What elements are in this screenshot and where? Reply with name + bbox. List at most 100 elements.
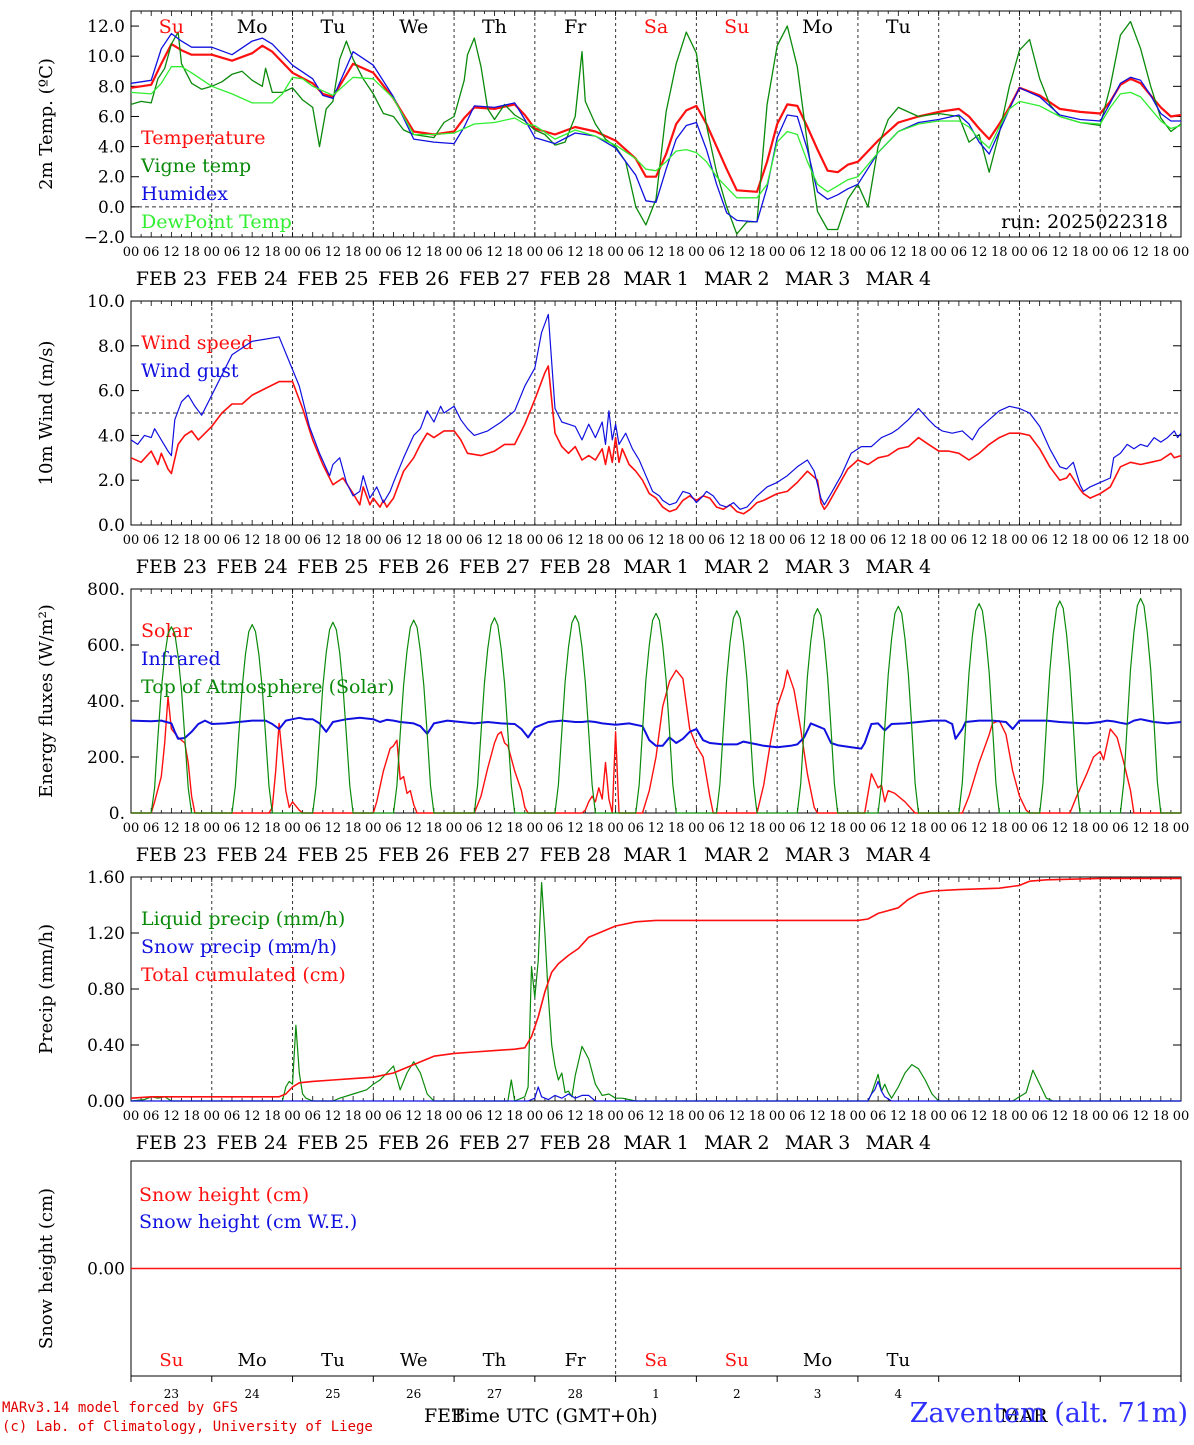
- x-hour-label: 00: [769, 1109, 786, 1124]
- day-number-label: 28: [568, 1387, 583, 1401]
- x-date-label: FEB 23: [136, 556, 207, 578]
- legend-entry: Solar: [141, 620, 193, 642]
- x-hour-label: 00: [365, 533, 382, 548]
- x-hour-label: 18: [668, 1109, 685, 1124]
- x-hour-label: 06: [708, 821, 725, 836]
- day-number-label: 3: [814, 1387, 822, 1401]
- x-hour-label: 18: [1072, 821, 1089, 836]
- x-date-label: FEB 27: [459, 268, 530, 290]
- x-hour-label: 18: [183, 245, 200, 260]
- x-hour-label: 06: [951, 245, 968, 260]
- x-hour-label: 18: [668, 821, 685, 836]
- weekday-label: Fr: [565, 1350, 586, 1371]
- x-hour-label: 00: [930, 821, 947, 836]
- x-hour-label: 00: [284, 821, 301, 836]
- weekday-label: Tu: [887, 1350, 911, 1371]
- x-hour-label: 12: [971, 533, 988, 548]
- x-hour-label: 12: [163, 245, 180, 260]
- x-hour-label: 00: [930, 1109, 947, 1124]
- x-hour-label: 06: [708, 1109, 725, 1124]
- weekday-label: Tu: [320, 16, 345, 38]
- x-hour-label: 06: [466, 821, 483, 836]
- credit-line-2: (c) Lab. of Climatology, University of L…: [2, 1419, 373, 1435]
- weekday-label: Su: [724, 16, 749, 38]
- weekday-label: Su: [159, 1350, 183, 1371]
- x-hour-label: 06: [708, 245, 725, 260]
- x-hour-label: 18: [991, 1109, 1008, 1124]
- y-tick-label: 200.: [87, 748, 125, 768]
- x-hour-label: 12: [648, 1109, 665, 1124]
- x-hour-label: 12: [648, 821, 665, 836]
- x-date-label: FEB 26: [378, 1132, 449, 1154]
- x-hour-label: 00: [688, 821, 705, 836]
- x-hour-label: 00: [527, 821, 544, 836]
- weekday-label: Mo: [802, 16, 833, 38]
- x-hour-label: 12: [405, 821, 422, 836]
- legend-entry: Humidex: [141, 183, 228, 205]
- panel-energy: 0. 200. 400. 600. 800. Energy fluxes (W/m²) So…: [36, 580, 1189, 866]
- x-hour-label: 18: [1072, 533, 1089, 548]
- x-hour-label: 18: [506, 821, 523, 836]
- x-hour-label: 12: [728, 1109, 745, 1124]
- x-date-label: MAR 4: [866, 844, 932, 866]
- legend-entry: Infrared: [141, 648, 221, 670]
- x-hour-label: 00: [850, 821, 867, 836]
- x-hour-label: 06: [224, 245, 241, 260]
- x-hour-label: 12: [728, 245, 745, 260]
- series-line-dewpoint-temp: [131, 66, 1181, 199]
- x-hour-label: 18: [426, 533, 443, 548]
- x-hour-label: 12: [728, 821, 745, 836]
- weekday-label: Tu: [321, 1350, 345, 1371]
- x-hour-label: 18: [345, 1109, 362, 1124]
- x-hour-label: 06: [951, 821, 968, 836]
- x-hour-label: 00: [850, 1109, 867, 1124]
- y-tick-label: 2.0: [98, 168, 125, 188]
- x-hour-label: 06: [789, 1109, 806, 1124]
- station-name: Zaventem (alt. 71m): [909, 1398, 1188, 1429]
- legend-entry: Wind speed: [141, 332, 253, 354]
- x-hour-label: 06: [1112, 1109, 1129, 1124]
- y-tick-label: 0.00: [87, 1092, 125, 1112]
- x-hour-label: 18: [991, 533, 1008, 548]
- x-hour-label: 18: [426, 821, 443, 836]
- y-tick-label: 0.00: [87, 1260, 125, 1280]
- x-hour-label: 18: [426, 245, 443, 260]
- x-hour-label: 06: [1031, 821, 1048, 836]
- month-label-mar: MAR: [1000, 1405, 1048, 1427]
- y-tick-label: 1.20: [87, 924, 125, 944]
- x-hour-label: 00: [1011, 1109, 1028, 1124]
- x-hour-label: 00: [688, 533, 705, 548]
- x-hour-label: 12: [325, 245, 342, 260]
- y-tick-label: 0.80: [87, 980, 125, 1000]
- day-number-label: 4: [894, 1387, 902, 1401]
- x-date-label: MAR 3: [785, 844, 851, 866]
- series-line-infrared: [131, 716, 1181, 750]
- x-hour-label: 18: [264, 821, 281, 836]
- x-hour-label: 12: [971, 1109, 988, 1124]
- weekday-label: Sa: [644, 1350, 667, 1371]
- x-hour-label: 18: [183, 821, 200, 836]
- x-hour-label: 06: [385, 533, 402, 548]
- x-hour-label: 06: [870, 821, 887, 836]
- x-hour-label: 00: [203, 1109, 220, 1124]
- series-line-total-cumulated-cm-: [131, 877, 1181, 1099]
- x-date-label: FEB 26: [378, 556, 449, 578]
- x-hour-label: 18: [910, 1109, 927, 1124]
- x-hour-label: 18: [749, 245, 766, 260]
- y-tick-label: 600.: [87, 636, 125, 656]
- x-date-label: FEB 25: [297, 268, 368, 290]
- x-hour-label: 12: [1052, 245, 1069, 260]
- x-hour-label: 18: [668, 533, 685, 548]
- x-hour-label: 18: [183, 1109, 200, 1124]
- x-hour-label: 18: [506, 533, 523, 548]
- x-hour-label: 12: [648, 245, 665, 260]
- x-hour-label: 18: [829, 821, 846, 836]
- x-hour-label: 00: [607, 1109, 624, 1124]
- x-hour-label: 00: [446, 533, 463, 548]
- x-hour-label: 12: [163, 533, 180, 548]
- legend-entry: Vigne temp: [140, 155, 251, 177]
- x-date-label: FEB 24: [217, 1132, 288, 1154]
- x-hour-label: 00: [930, 245, 947, 260]
- x-date-label: MAR 4: [866, 556, 932, 578]
- x-hour-label: 12: [648, 533, 665, 548]
